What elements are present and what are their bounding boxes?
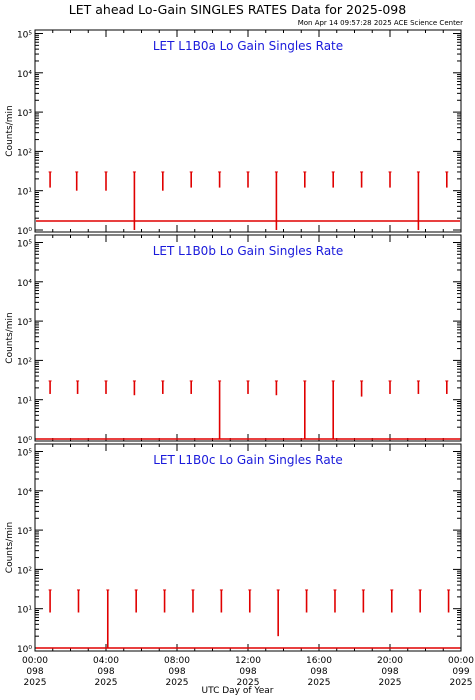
- x-tick-label: 2025: [166, 678, 189, 688]
- x-tick-label: 2025: [24, 678, 47, 688]
- x-tick-label: 098: [97, 667, 114, 677]
- panel-title: LET L1B0c Lo Gain Singles Rate: [153, 453, 343, 467]
- y-tick-label: 10⁴: [17, 279, 32, 289]
- y-tick-label: 10⁰: [17, 436, 32, 446]
- x-tick-label: 098: [168, 667, 185, 677]
- y-axis-label: Counts/min: [5, 522, 15, 573]
- y-tick-label: 10⁴: [17, 70, 32, 80]
- x-tick-label: 2025: [379, 678, 402, 688]
- x-axis-label: UTC Day of Year: [201, 686, 274, 696]
- panel-title: LET L1B0b Lo Gain Singles Rate: [153, 244, 344, 258]
- x-tick-label: 08:00: [164, 656, 190, 666]
- y-tick-label: 10²: [17, 148, 32, 158]
- x-tick-label: 099: [452, 667, 469, 677]
- panel-title: LET L1B0a Lo Gain Singles Rate: [153, 39, 343, 53]
- x-tick-label: 098: [381, 667, 398, 677]
- y-tick-label: 10³: [17, 109, 32, 119]
- x-tick-label: 098: [26, 667, 43, 677]
- y-tick-label: 10⁵: [17, 240, 32, 250]
- x-tick-label: 00:00: [22, 656, 48, 666]
- y-tick-label: 10³: [17, 318, 32, 328]
- y-tick-label: 10⁰: [17, 645, 32, 655]
- x-tick-label: 2025: [95, 678, 118, 688]
- chart-title: LET ahead Lo-Gain SINGLES RATES Data for…: [68, 2, 407, 17]
- x-tick-label: 12:00: [235, 656, 261, 666]
- x-tick-label: 2025: [308, 678, 331, 688]
- x-tick-label: 098: [239, 667, 256, 677]
- y-tick-label: 10¹: [17, 606, 32, 616]
- y-tick-label: 10¹: [17, 397, 32, 407]
- x-tick-label: 00:00: [448, 656, 474, 666]
- generated-timestamp: Mon Apr 14 09:57:28 2025 ACE Science Cen…: [297, 19, 463, 27]
- y-axis-label: Counts/min: [5, 312, 15, 363]
- x-tick-label: 04:00: [93, 656, 119, 666]
- y-tick-label: 10²: [17, 357, 32, 367]
- panel-frame: [34, 234, 462, 442]
- y-tick-label: 10⁵: [17, 449, 32, 459]
- y-tick-label: 10³: [17, 527, 32, 537]
- panel-frame: [34, 443, 462, 652]
- x-tick-label: 16:00: [306, 656, 332, 666]
- x-tick-label: 2025: [237, 678, 260, 688]
- y-tick-label: 10⁵: [17, 31, 32, 41]
- x-tick-label: 098: [310, 667, 327, 677]
- y-tick-label: 10⁰: [17, 227, 32, 237]
- y-tick-label: 10¹: [17, 188, 32, 198]
- x-tick-label: 2025: [450, 678, 473, 688]
- x-tick-label: 20:00: [377, 656, 403, 666]
- panel-frame: [34, 29, 462, 233]
- y-tick-label: 10⁴: [17, 488, 32, 498]
- y-tick-label: 10²: [17, 566, 32, 576]
- y-axis-label: Counts/min: [5, 105, 15, 156]
